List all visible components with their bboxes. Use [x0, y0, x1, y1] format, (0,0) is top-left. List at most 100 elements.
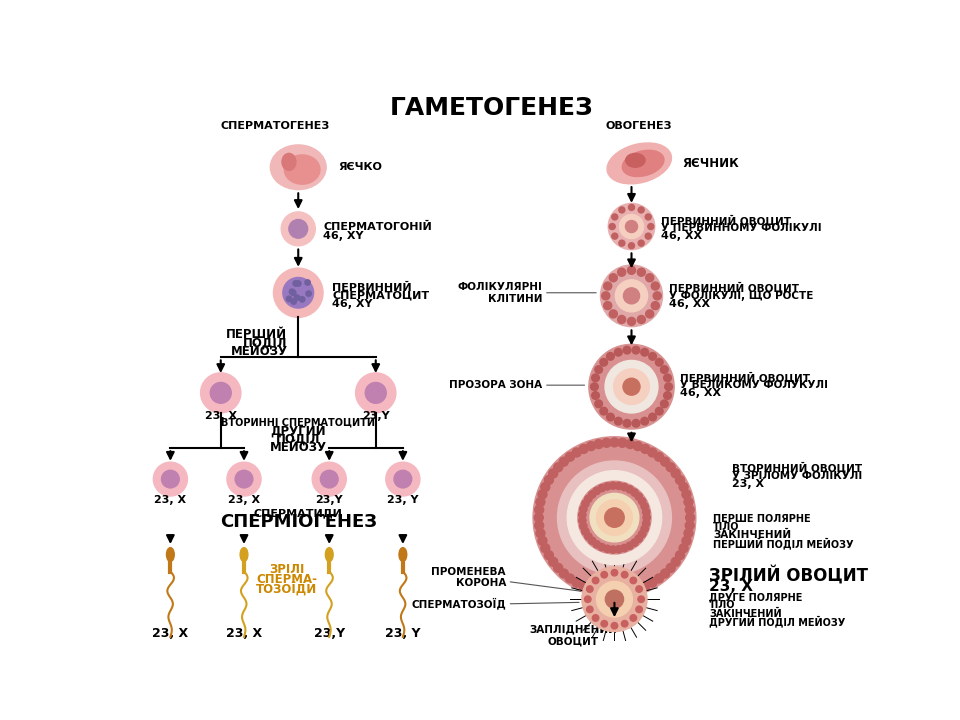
Circle shape [656, 359, 663, 366]
Circle shape [281, 212, 315, 246]
Circle shape [685, 505, 694, 514]
Circle shape [567, 471, 661, 564]
Circle shape [617, 269, 626, 276]
Circle shape [663, 392, 671, 400]
Circle shape [638, 240, 644, 246]
Text: 23,Y: 23,Y [362, 411, 390, 421]
Circle shape [572, 578, 581, 588]
Text: ПЕРВИННИЙ ОВОЦИТ: ПЕРВИННИЙ ОВОЦИТ [680, 372, 809, 383]
Circle shape [623, 288, 639, 304]
Text: У ФОЛІКУЛІ, ЩО РОСТЕ: У ФОЛІКУЛІ, ЩО РОСТЕ [669, 291, 813, 301]
Circle shape [602, 292, 610, 300]
Circle shape [646, 310, 654, 318]
Circle shape [628, 318, 636, 325]
Circle shape [535, 521, 543, 530]
Circle shape [592, 615, 599, 621]
Ellipse shape [166, 548, 175, 562]
Circle shape [286, 296, 292, 302]
Text: 23, X: 23, X [204, 411, 237, 421]
Circle shape [640, 582, 650, 590]
Circle shape [585, 533, 592, 540]
Circle shape [612, 623, 617, 629]
Circle shape [582, 567, 647, 631]
Text: ТІЛО: ТІЛО [709, 600, 735, 611]
Circle shape [641, 503, 648, 510]
Text: ЯЄЧКО: ЯЄЧКО [339, 162, 382, 172]
Text: 23, X: 23, X [226, 626, 262, 639]
Circle shape [638, 531, 646, 538]
Circle shape [533, 437, 696, 598]
Circle shape [394, 470, 412, 488]
Circle shape [618, 438, 627, 447]
Circle shape [684, 498, 693, 506]
Circle shape [636, 586, 642, 593]
Circle shape [630, 577, 636, 584]
Circle shape [210, 382, 231, 403]
Circle shape [607, 353, 614, 360]
Circle shape [579, 444, 588, 454]
Text: ПЕРШИЙ ПОДІЛ МЕЙОЗУ: ПЕРШИЙ ПОДІЛ МЕЙОЗУ [713, 537, 853, 549]
Circle shape [386, 462, 420, 496]
Circle shape [606, 590, 624, 608]
Text: СПЕРМАТОГОНІЙ: СПЕРМАТОГОНІЙ [324, 222, 432, 233]
Circle shape [682, 536, 691, 545]
Ellipse shape [325, 548, 333, 562]
Circle shape [535, 505, 543, 514]
Circle shape [655, 452, 663, 462]
Circle shape [601, 572, 608, 578]
Circle shape [629, 204, 635, 210]
Circle shape [660, 400, 668, 408]
Circle shape [201, 373, 241, 413]
Circle shape [565, 452, 574, 462]
Circle shape [306, 291, 311, 297]
Circle shape [615, 482, 622, 490]
Circle shape [610, 223, 615, 230]
Circle shape [645, 214, 651, 220]
Circle shape [649, 413, 657, 420]
Circle shape [283, 277, 314, 308]
Circle shape [676, 551, 684, 559]
Circle shape [582, 528, 589, 535]
Text: СПЕРМІОГЕНЕЗ: СПЕРМІОГЕНЕЗ [220, 513, 377, 531]
Text: 23, Y: 23, Y [387, 495, 419, 505]
Circle shape [628, 266, 636, 274]
Circle shape [580, 505, 588, 513]
Circle shape [578, 481, 651, 554]
Circle shape [274, 268, 324, 318]
Text: СПЕРМАТИДИ: СПЕРМАТИДИ [253, 508, 343, 518]
Circle shape [626, 542, 634, 549]
Text: СПЕРМАТОЦИТ: СПЕРМАТОЦИТ [332, 291, 429, 301]
Circle shape [594, 440, 603, 449]
Text: 23, Y: 23, Y [385, 626, 420, 639]
Circle shape [591, 374, 599, 382]
Text: ПОДІЛ: ПОДІЛ [243, 336, 287, 349]
Circle shape [294, 295, 300, 300]
Circle shape [632, 346, 639, 354]
Text: ПРОМЕНЕВА
КОРОНА: ПРОМЕНЕВА КОРОНА [431, 567, 506, 588]
Circle shape [641, 348, 649, 356]
Circle shape [643, 514, 650, 521]
Text: 23, Х: 23, Х [732, 480, 764, 490]
Text: ЗАКІНЧЕНИЙ: ЗАКІНЧЕНИЙ [709, 609, 781, 619]
Circle shape [538, 536, 547, 545]
Circle shape [554, 564, 563, 572]
Circle shape [614, 348, 622, 356]
Text: ПЕРШЕ ПОЛЯРНЕ: ПЕРШЕ ПОЛЯРНЕ [713, 514, 810, 524]
Circle shape [610, 546, 616, 553]
Circle shape [621, 484, 628, 491]
Ellipse shape [271, 145, 326, 189]
Circle shape [365, 382, 386, 403]
Text: 46, XY: 46, XY [332, 299, 372, 309]
Circle shape [579, 511, 586, 518]
Text: ДРУГИЙ: ДРУГИЙ [271, 423, 326, 438]
Circle shape [536, 528, 545, 538]
Circle shape [587, 606, 593, 613]
Ellipse shape [240, 548, 248, 562]
Circle shape [610, 274, 617, 282]
Circle shape [535, 513, 543, 522]
Circle shape [623, 420, 631, 427]
Circle shape [610, 588, 619, 597]
Text: ТІЛО: ТІЛО [713, 522, 739, 532]
Circle shape [544, 475, 553, 485]
Ellipse shape [282, 153, 296, 171]
